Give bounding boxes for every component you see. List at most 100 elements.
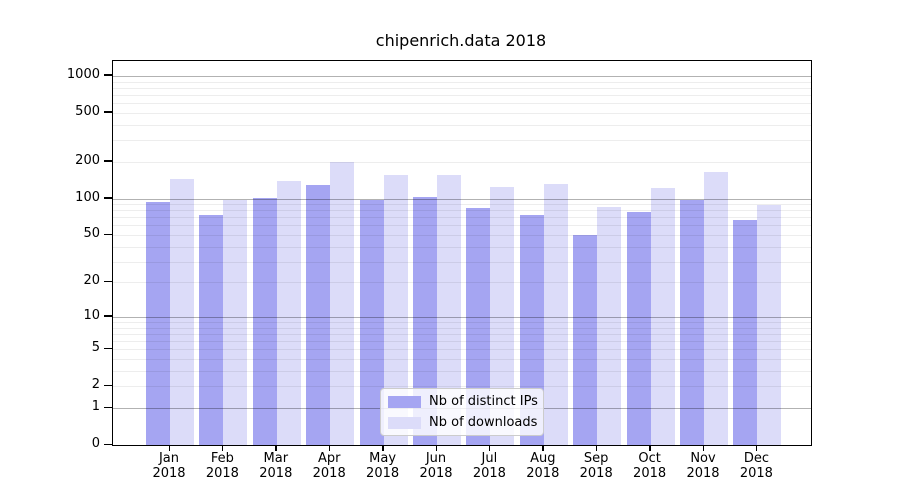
x-tick-label-apr: Apr 2018 (312, 451, 346, 481)
x-tick-label-dec: Dec 2018 (739, 451, 773, 481)
gridline-minor-8 (113, 327, 811, 329)
bar-may-ips (359, 199, 384, 445)
gridline-minor-9 (113, 322, 811, 323)
y-tick-mark-0 (104, 443, 112, 445)
gridline-minor-7 (113, 333, 811, 335)
y-tick-label-50: 50 (83, 226, 100, 241)
gridline-minor-3 (113, 370, 811, 372)
bar-jan-ips (146, 201, 170, 445)
bar-aug-downloads (543, 184, 568, 445)
x-tick-mark-dec (755, 445, 758, 451)
x-tick-mark-nov (702, 445, 704, 451)
gridline-minor-900 (113, 81, 811, 83)
y-tick-mark-10 (104, 315, 112, 317)
bar-sep-downloads (597, 207, 622, 445)
y-tick-mark-5 (104, 347, 112, 350)
gridline-minor-5 (113, 349, 811, 351)
y-tick-mark-2 (104, 384, 112, 387)
y-tick-mark-20 (104, 280, 112, 283)
legend-swatch-distinct-ips (388, 395, 421, 408)
legend-label-downloads: Nb of downloads (429, 415, 538, 430)
x-tick-mark-feb (221, 445, 224, 451)
gridline-minor-800 (113, 87, 811, 89)
x-tick-label-jan: Jan 2018 (152, 451, 186, 481)
x-tick-mark-sep (595, 445, 598, 451)
x-tick-mark-jan (168, 445, 170, 451)
bar-mar-ips (252, 197, 277, 445)
y-tick-label-20: 20 (83, 273, 100, 289)
gridline-major-100 (113, 198, 811, 200)
legend: Nb of distinct IPs Nb of downloads (380, 388, 544, 436)
gridline-major-1000 (113, 75, 811, 77)
legend-label-distinct-ips: Nb of distinct IPs (429, 394, 538, 409)
y-tick-mark-1000 (104, 74, 112, 76)
bar-dec-downloads (757, 204, 782, 445)
gridline-minor-700 (113, 95, 811, 96)
gridline-minor-60 (113, 225, 811, 227)
x-tick-mark-jul (488, 445, 491, 451)
bar-oct-ips (626, 212, 651, 445)
gridline-minor-2 (113, 386, 811, 388)
y-tick-label-1: 1 (91, 399, 100, 414)
legend-entry-downloads: Nb of downloads (381, 414, 543, 431)
gridline-minor-50 (113, 235, 811, 236)
y-tick-mark-100 (104, 197, 112, 199)
gridline-minor-500 (113, 112, 811, 114)
gridline-major-10 (113, 316, 811, 318)
y-tick-mark-200 (104, 160, 112, 162)
y-tick-label-200: 200 (75, 152, 100, 168)
gridline-minor-90 (113, 204, 811, 205)
x-tick-label-may: May 2018 (366, 451, 400, 481)
legend-entry-distinct-ips: Nb of distinct IPs (381, 393, 543, 410)
y-tick-label-10: 10 (83, 307, 100, 323)
bar-feb-downloads (223, 200, 248, 445)
gridline-minor-80 (113, 210, 811, 212)
y-tick-label-0: 0 (91, 436, 100, 451)
y-tick-label-2: 2 (91, 377, 100, 393)
bar-sep-ips (573, 235, 598, 445)
gridline-minor-400 (113, 124, 811, 126)
gridline-minor-6 (113, 341, 811, 343)
x-tick-mark-jun (435, 445, 437, 451)
y-tick-label-5: 5 (91, 340, 100, 356)
chart-title: chipenrich.data 2018 (375, 31, 547, 50)
x-tick-label-jul: Jul 2018 (472, 451, 506, 481)
x-tick-label-jun: Jun 2018 (419, 451, 453, 481)
gridline-minor-30 (113, 261, 811, 263)
y-tick-label-1000: 1000 (66, 66, 100, 82)
bar-jan-downloads (170, 178, 194, 445)
y-tick-mark-50 (104, 233, 112, 235)
y-tick-mark-500 (104, 111, 112, 113)
x-tick-mark-may (382, 445, 384, 451)
gridline-minor-200 (113, 161, 811, 163)
gridline-minor-40 (113, 246, 811, 248)
x-tick-label-nov: Nov 2018 (686, 451, 720, 481)
x-tick-label-sep: Sep 2018 (579, 451, 613, 481)
bar-oct-downloads (650, 187, 675, 445)
bar-mar-downloads (276, 180, 301, 445)
bar-nov-ips (680, 199, 704, 445)
x-tick-mark-mar (275, 445, 277, 451)
y-tick-label-100: 100 (75, 189, 100, 205)
x-tick-mark-aug (542, 445, 544, 451)
y-tick-label-500: 500 (75, 103, 100, 119)
gridline-minor-70 (113, 217, 811, 219)
gridline-minor-20 (113, 282, 811, 284)
bar-feb-ips (199, 215, 224, 445)
bar-apr-downloads (330, 161, 355, 445)
x-tick-label-mar: Mar 2018 (259, 451, 293, 481)
bar-apr-ips (306, 184, 331, 445)
gridline-minor-4 (113, 359, 811, 360)
x-tick-mark-oct (649, 445, 651, 451)
y-tick-mark-1 (104, 406, 112, 408)
x-tick-label-aug: Aug 2018 (526, 451, 560, 481)
gridline-minor-600 (113, 103, 811, 105)
bar-nov-downloads (704, 171, 728, 445)
x-tick-label-feb: Feb 2018 (205, 451, 239, 481)
x-tick-label-oct: Oct 2018 (633, 451, 667, 481)
gridline-minor-300 (113, 140, 811, 142)
x-tick-mark-apr (328, 445, 331, 451)
bar-dec-ips (733, 220, 758, 445)
legend-swatch-downloads (388, 416, 421, 429)
